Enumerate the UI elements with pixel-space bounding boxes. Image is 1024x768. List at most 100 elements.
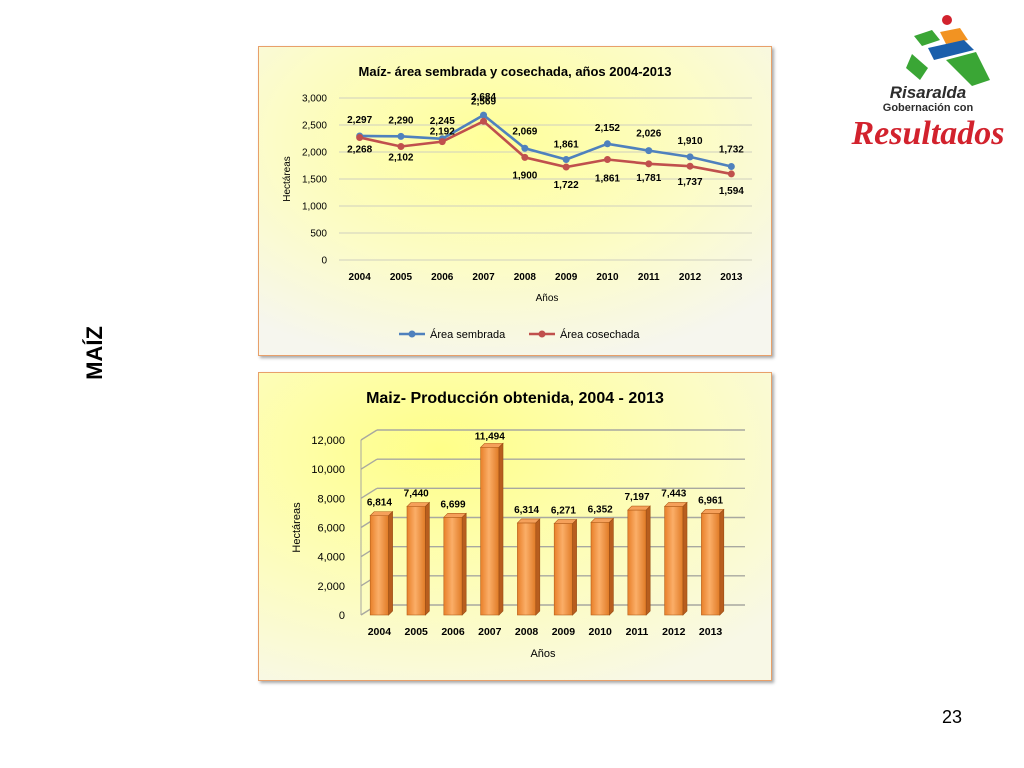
data-label: 2,192 [430,127,455,138]
logo-line1: Risaralda [890,83,967,102]
gridline-corner [360,458,378,470]
x-tick-label: 2012 [662,626,686,638]
legend-label: Área sembrada [430,328,506,341]
data-point [686,153,694,161]
side-label: MAÍZ [70,318,120,388]
line-chart-svg: Maíz- área sembrada y cosechada, años 20… [259,47,771,355]
bar [590,522,610,616]
data-label: 1,781 [636,173,661,184]
series-line-sembrada [359,113,732,168]
y-tick-label: 12,000 [311,435,345,447]
bar-side [719,508,725,616]
line-chart-area: Maíz- área sembrada y cosechada, años 20… [258,46,772,356]
data-label: 7,440 [404,489,429,500]
logo-green-leg-shape [946,52,990,86]
bar [627,509,647,616]
bar [443,517,463,616]
data-label: 1,732 [719,144,744,155]
bar-side [609,517,614,616]
data-point [686,162,694,170]
x-tick-label: 2005 [405,626,429,638]
chart-title: Maiz- Producción obtenida, 2004 - 2013 [366,390,664,407]
bar [664,506,684,616]
data-point [397,142,405,150]
bar [480,447,500,616]
data-point [480,117,488,125]
data-label: 6,814 [367,498,392,509]
bar [517,522,537,616]
data-point [727,162,735,170]
bar-side [645,505,651,616]
gridline-corner [360,429,378,441]
data-point [603,156,611,164]
chart-title: Maíz- área sembrada y cosechada, años 20… [359,64,672,79]
data-label: 2,102 [388,152,413,163]
legend-label: Área cosechada [560,328,640,341]
data-label: 1,594 [719,186,744,197]
data-label: 6,352 [588,504,613,515]
data-label: 7,443 [661,488,686,499]
y-tick-label: 0 [339,610,345,622]
data-point [603,140,611,148]
x-tick-label: 2005 [390,272,413,283]
logo-line3: Resultados [850,115,1004,152]
data-label: 2,069 [512,126,537,137]
data-label: 2,026 [636,129,661,140]
x-tick-label: 2007 [472,272,495,283]
y-tick-label: 1,000 [302,202,327,213]
data-label: 6,699 [440,499,465,510]
data-label: 7,197 [624,492,649,503]
legend-marker [408,330,416,338]
y-tick-label: 500 [310,229,327,240]
bar-side [461,512,467,616]
logo-green-shape [914,30,940,46]
series-line-cosechada [359,119,732,176]
bar [701,513,721,616]
x-tick-label: 2012 [679,272,702,283]
data-point [645,160,653,168]
side-label-text: MAÍZ [82,326,108,380]
x-tick-label: 2007 [478,626,502,638]
x-tick-label: 2011 [626,626,649,638]
logo-graphic: Risaralda Gobernación con Resultados [850,15,1005,152]
data-label: 2,268 [347,145,372,156]
x-tick-label: 2010 [589,626,613,638]
bar-chart-svg: Maiz- Producción obtenida, 2004 - 2013 0 2… [259,373,771,680]
data-label: 2,152 [595,123,620,134]
bar [369,515,389,616]
data-point [356,134,364,142]
data-label: 1,861 [554,140,579,151]
x-axis-title: Años [536,293,559,304]
data-label: 1,737 [678,177,703,188]
y-axis-title: Hectáreas [291,502,303,553]
bar [406,506,426,616]
x-tick-label: 2010 [596,272,619,283]
data-point [521,144,529,152]
data-point [397,132,405,140]
x-tick-label: 2013 [720,272,743,283]
logo: Risaralda Gobernación con Resultados [836,10,1020,158]
x-tick-label: 2004 [349,272,372,283]
x-tick-label: 2006 [431,272,454,283]
data-point [562,163,570,171]
data-label: 6,961 [698,495,723,506]
x-tick-label: 2013 [699,626,723,638]
x-tick-label: 2009 [555,272,578,283]
logo-line2: Gobernación con [883,102,974,114]
data-label: 2,569 [471,96,496,107]
x-tick-label: 2011 [638,272,660,283]
y-tick-label: 0 [321,256,327,267]
data-point [521,153,529,161]
y-tick-label: 10,000 [311,464,345,476]
bar-side [425,501,430,616]
y-axis-title: Hectáreas [282,156,293,202]
data-label: 1,900 [512,170,537,181]
logo-head-shape [942,15,952,25]
data-label: 6,314 [514,505,539,516]
data-label: 1,722 [554,180,579,191]
data-label: 2,245 [430,116,455,127]
data-point [727,170,735,178]
x-tick-label: 2006 [441,626,465,638]
x-tick-label: 2004 [368,626,392,638]
y-tick-label: 2,000 [302,148,327,159]
